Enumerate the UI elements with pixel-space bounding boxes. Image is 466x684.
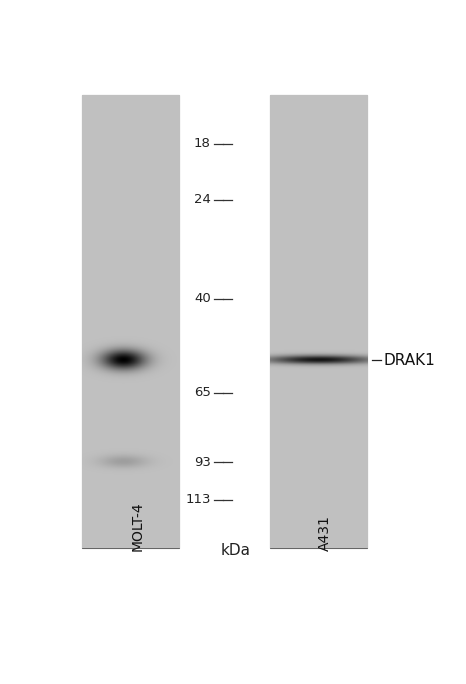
Text: 93: 93: [194, 456, 211, 469]
Text: kDa: kDa: [221, 542, 251, 557]
Text: 18: 18: [194, 137, 211, 150]
Text: 24: 24: [194, 193, 211, 206]
Text: 65: 65: [194, 386, 211, 399]
Text: DRAK1: DRAK1: [383, 353, 435, 368]
Text: 113: 113: [185, 493, 211, 506]
Text: MOLT-4: MOLT-4: [130, 501, 144, 551]
FancyBboxPatch shape: [82, 95, 179, 548]
Text: 40: 40: [194, 292, 211, 305]
Text: A431: A431: [318, 515, 332, 551]
FancyBboxPatch shape: [269, 95, 367, 548]
